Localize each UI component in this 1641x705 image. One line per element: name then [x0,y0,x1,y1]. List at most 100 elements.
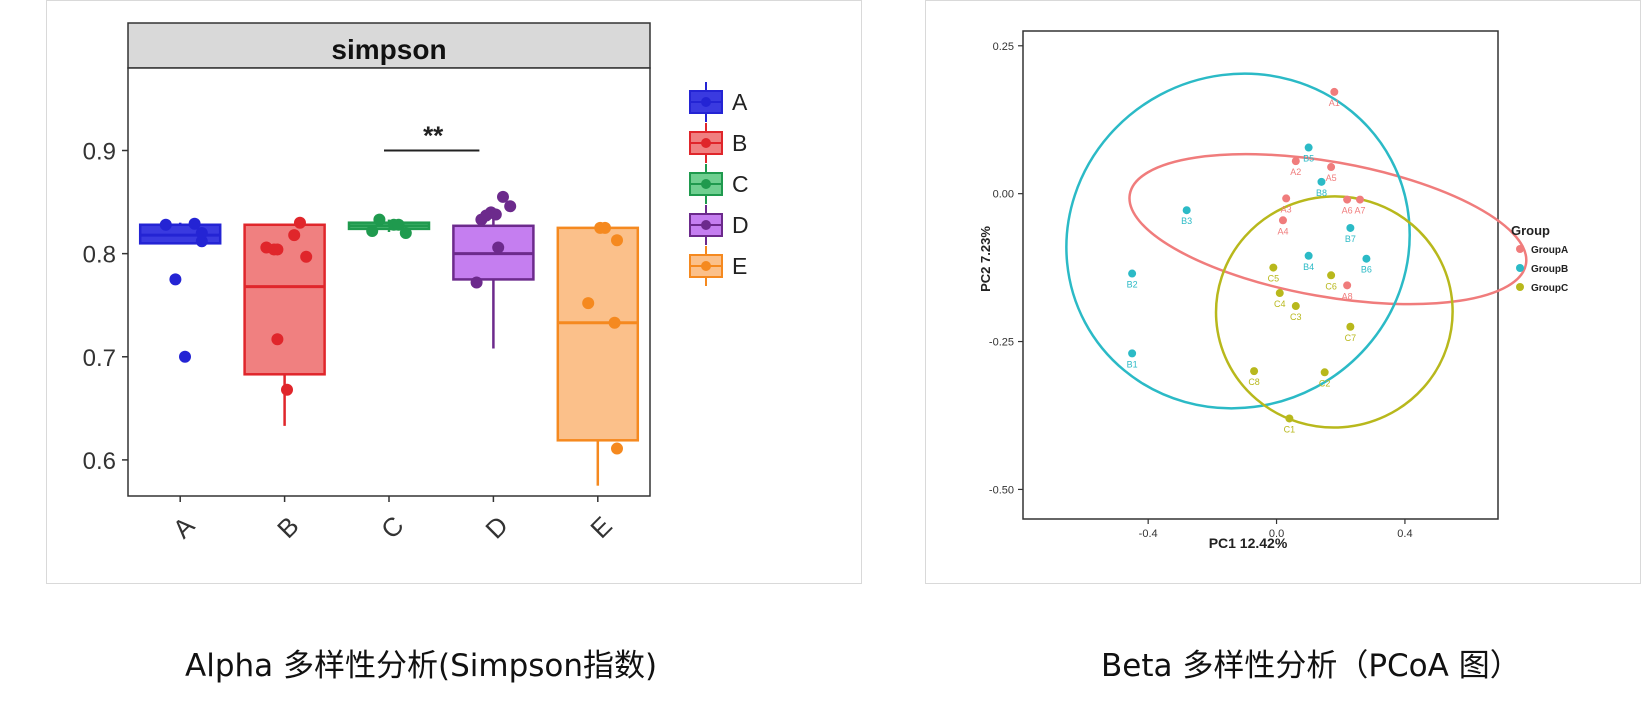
data-point [159,218,172,231]
chart-title: simpson [331,34,446,65]
data-point [288,229,301,242]
data-point [300,250,313,263]
y-tick-label: 0.9 [83,139,116,166]
data-point [281,383,293,396]
point-label: C4 [1274,299,1286,309]
x-tick-label: A [167,510,201,544]
legend-label: GroupC [1531,283,1568,294]
point-label: C5 [1268,274,1280,284]
legend: Group GroupA GroupB GroupC [1511,223,1568,294]
y-tick-label: 0.7 [83,345,116,372]
data-point [492,241,505,254]
data-point [271,243,284,256]
x-tick-label: 0.0 [1269,528,1284,540]
point-label: A5 [1326,173,1337,183]
point-label: A4 [1277,226,1288,236]
alpha-caption: Alpha 多样性分析(Simpson指数) [185,648,658,684]
legend-dot [1516,283,1524,291]
data-point [271,333,284,346]
point-A8 [1343,281,1352,290]
point-A2 [1291,157,1300,166]
significance-label: ** [423,121,444,151]
point-label: B3 [1181,216,1192,226]
sample-points: A1 A2 A5 A6 A7 A3 A4 A8 B5 B8 B3 B7 B4 B6 B2 B1 C5 C6 C4 C3… [1127,87,1372,434]
y-tick-label: -0.25 [989,337,1014,349]
data-point [608,316,621,329]
legend-label: C [732,171,749,197]
ellipse-GroupB [1065,72,1411,410]
point-label: A6 [1342,206,1353,216]
data-point [293,216,306,229]
data-point [599,221,611,234]
data-point [195,227,208,240]
point-label: B1 [1127,359,1138,369]
y-tick-label: 0.25 [993,41,1014,53]
point-B1 [1128,349,1137,358]
data-point [611,442,623,455]
point-label: B4 [1303,262,1314,272]
data-point [504,200,517,213]
point-C4 [1275,289,1284,298]
data-point [611,234,623,247]
legend-dot [701,179,711,189]
axes: -0.4 0.0 0.4 -0.50 -0.25 0.00 0.25 [989,41,1413,540]
y-tick-label: 0.8 [83,242,116,269]
legend-dot [1516,264,1524,272]
point-label: B7 [1345,234,1356,244]
legend-dot [701,261,711,271]
y-axis-label: PC2 7.23% [978,226,993,292]
point-label: B6 [1361,265,1372,275]
point-label: B2 [1127,280,1138,290]
data-point [366,224,379,237]
x-tick-label: 0.4 [1397,528,1412,540]
point-C7 [1346,322,1355,331]
data-point [497,190,509,203]
legend-label: B [732,130,747,156]
y-axis: 0.6 0.7 0.8 0.9 [83,139,128,475]
point-B5 [1304,143,1313,152]
box-B [243,223,326,376]
ellipse-GroupA [1128,152,1528,306]
beta-caption: Beta 多样性分析（PCoA 图） [1101,648,1521,684]
point-label: B5 [1303,154,1314,164]
box-E [556,226,640,442]
point-C3 [1291,302,1300,311]
data-point [470,276,483,289]
significance-bracket: ** [384,121,480,152]
legend-dot [701,138,711,148]
data-point [399,227,412,240]
beta-pcoa-panel: A1 A2 A5 A6 A7 A3 A4 A8 B5 B8 B3 B7 B4 B6 B2 B1 C5 C6 C4 C3… [925,0,1641,584]
x-axis-label: PC1 12.42% [1209,535,1288,551]
data-point [373,213,386,226]
point-C8 [1250,367,1259,376]
legend-dot [701,220,711,230]
point-label: A3 [1281,204,1292,214]
point-B4 [1304,251,1313,260]
point-B6 [1362,254,1371,263]
legend-label: GroupB [1531,264,1568,275]
legend-label: A [732,89,748,115]
point-A7 [1355,195,1364,204]
title-strip [127,22,651,69]
point-label: C7 [1345,333,1357,343]
confidence-ellipses [1065,72,1528,429]
point-label: A7 [1354,206,1365,216]
point-label: C8 [1248,377,1260,387]
point-A5 [1327,163,1336,172]
x-axis: A B C D E [167,496,618,545]
point-label: C3 [1290,312,1302,322]
data-point [179,350,191,363]
data-point [392,218,405,231]
point-A6 [1343,195,1352,204]
legend-label: E [732,253,747,279]
data-point [582,297,595,310]
point-label: A1 [1329,98,1340,108]
legend-label: D [732,212,749,238]
legend-dot [701,97,711,107]
point-A4 [1278,216,1287,225]
data-point [169,273,182,286]
ellipse-GroupC [1214,195,1454,429]
x-tick-label: E [584,511,617,544]
